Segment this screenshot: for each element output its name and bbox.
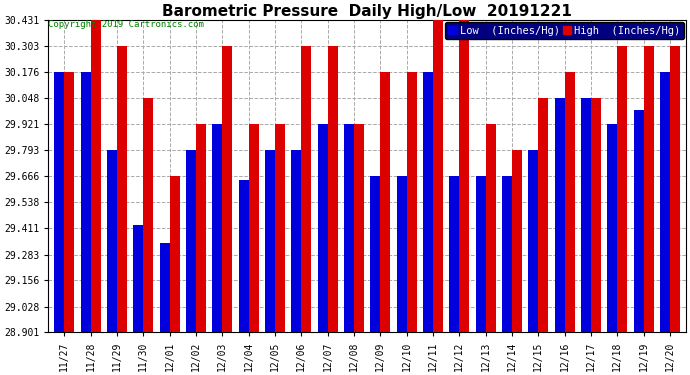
Bar [475, 176, 486, 332]
Bar [660, 72, 670, 332]
Bar [354, 124, 364, 332]
Bar [380, 72, 391, 332]
Bar [529, 150, 538, 332]
Bar [502, 176, 512, 332]
Bar [397, 176, 406, 332]
Bar [607, 124, 618, 332]
Bar [371, 176, 380, 332]
Bar [328, 46, 337, 332]
Bar [302, 46, 311, 332]
Bar [344, 124, 354, 332]
Bar [239, 180, 248, 332]
Bar [133, 225, 144, 332]
Bar [644, 46, 653, 332]
Bar [633, 110, 644, 332]
Bar [449, 176, 460, 332]
Bar [591, 99, 601, 332]
Bar [538, 99, 549, 332]
Bar [107, 150, 117, 332]
Bar [564, 72, 575, 332]
Bar [117, 46, 127, 332]
Bar [159, 243, 170, 332]
Bar [423, 72, 433, 332]
Bar [213, 124, 222, 332]
Bar [196, 124, 206, 332]
Text: Copyright 2019 Cartronics.com: Copyright 2019 Cartronics.com [48, 20, 204, 29]
Bar [555, 99, 564, 332]
Bar [581, 99, 591, 332]
Bar [406, 72, 417, 332]
Bar [275, 124, 285, 332]
Bar [170, 176, 179, 332]
Bar [90, 20, 101, 332]
Bar [144, 99, 153, 332]
Bar [460, 20, 469, 332]
Bar [81, 72, 90, 332]
Bar [55, 72, 64, 332]
Bar [291, 150, 302, 332]
Bar [64, 72, 75, 332]
Legend: Low  (Inches/Hg), High  (Inches/Hg): Low (Inches/Hg), High (Inches/Hg) [445, 22, 684, 39]
Bar [265, 150, 275, 332]
Bar [433, 20, 443, 332]
Bar [670, 46, 680, 332]
Bar [248, 124, 259, 332]
Bar [512, 150, 522, 332]
Bar [222, 46, 233, 332]
Bar [186, 150, 196, 332]
Bar [618, 46, 627, 332]
Title: Barometric Pressure  Daily High/Low  20191221: Barometric Pressure Daily High/Low 20191… [162, 4, 572, 19]
Bar [317, 124, 328, 332]
Bar [486, 124, 495, 332]
